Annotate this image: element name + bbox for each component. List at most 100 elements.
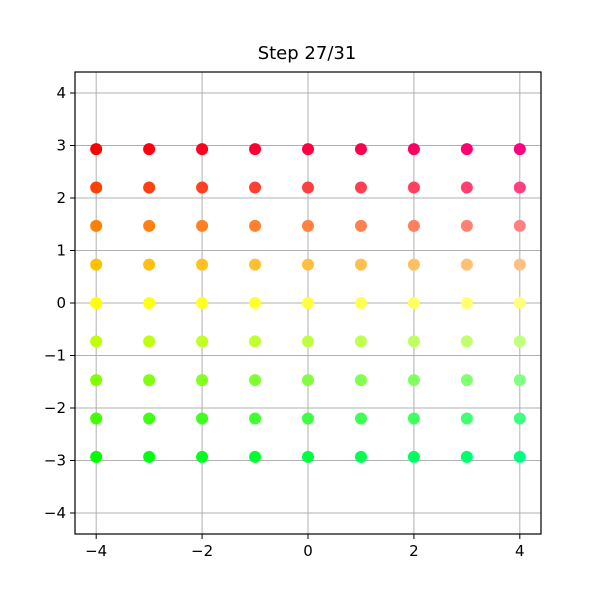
scatter-point (460, 412, 473, 425)
scatter-point (354, 374, 367, 387)
y-tick-label: 4 (56, 84, 66, 102)
scatter-point (196, 297, 209, 309)
scatter-point (302, 219, 314, 232)
scatter-point (460, 181, 473, 194)
scatter-point (513, 219, 526, 232)
scatter-point (196, 412, 209, 425)
scatter-point (302, 335, 314, 348)
scatter-point (460, 450, 473, 463)
scatter-point (460, 374, 473, 387)
scatter-point (196, 335, 209, 348)
scatter-point (407, 258, 420, 271)
scatter-point (354, 412, 367, 425)
scatter-point (249, 258, 262, 271)
scatter-point (302, 450, 314, 463)
scatter-point (460, 143, 473, 156)
scatter-point (90, 412, 103, 425)
y-tick-label: 0 (56, 294, 66, 312)
scatter-point (143, 412, 156, 425)
scatter-point (143, 450, 156, 463)
scatter-point (249, 297, 262, 309)
scatter-point (143, 181, 156, 194)
scatter-point (196, 219, 209, 232)
scatter-point (513, 374, 526, 387)
y-tick-label: 1 (56, 242, 66, 260)
scatter-point (249, 219, 262, 232)
scatter-point (407, 219, 420, 232)
scatter-point (513, 143, 526, 156)
scatter-point (302, 412, 314, 425)
scatter-point (354, 258, 367, 271)
scatter-point (407, 412, 420, 425)
scatter-point (460, 258, 473, 271)
scatter-point (460, 297, 473, 309)
scatter-point (249, 412, 262, 425)
scatter-point (460, 335, 473, 348)
x-tick-label: −4 (85, 542, 107, 560)
scatter-point (302, 374, 314, 387)
scatter-point (143, 143, 156, 156)
scatter-point (90, 297, 103, 309)
scatter-point (407, 181, 420, 194)
scatter-point (249, 374, 262, 387)
scatter-point (90, 450, 103, 463)
axis-ticks: −4 −2 0 2 4 −4 −3 −2 −1 0 1 2 3 4 (44, 84, 525, 560)
scatter-point (354, 219, 367, 232)
scatter-point (90, 335, 103, 348)
scatter-point (90, 374, 103, 387)
chart-title: Step 27/31 (258, 43, 357, 64)
scatter-point (302, 297, 314, 309)
y-tick-label: −4 (44, 504, 66, 522)
scatter-point (196, 143, 209, 156)
scatter-point (407, 297, 420, 309)
scatter-point (354, 450, 367, 463)
scatter-point (354, 297, 367, 309)
scatter-point (90, 143, 103, 156)
scatter-point (302, 258, 314, 271)
scatter-point (513, 450, 526, 463)
scatter-point (90, 219, 103, 232)
scatter-point (407, 450, 420, 463)
y-tick-label: −1 (44, 347, 66, 365)
scatter-point (143, 374, 156, 387)
scatter-point (196, 258, 209, 271)
scatter-point (407, 335, 420, 348)
x-tick-label: 4 (515, 542, 525, 560)
scatter-point (196, 374, 209, 387)
y-tick-label: 3 (56, 137, 66, 155)
scatter-point (249, 335, 262, 348)
scatter-point (90, 258, 103, 271)
scatter-point (143, 219, 156, 232)
scatter-point (249, 181, 262, 194)
scatter-point (354, 143, 367, 156)
scatter-point (302, 143, 314, 156)
scatter-point (513, 412, 526, 425)
data-points (90, 143, 526, 463)
scatter-point (513, 297, 526, 309)
x-tick-label: 0 (303, 542, 313, 560)
x-tick-label: 2 (409, 542, 419, 560)
y-tick-label: −3 (44, 452, 66, 470)
y-tick-label: 2 (56, 189, 66, 207)
scatter-point (460, 219, 473, 232)
scatter-point (143, 297, 156, 309)
scatter-point (407, 374, 420, 387)
scatter-point (513, 181, 526, 194)
scatter-point (196, 450, 209, 463)
scatter-point (249, 450, 262, 463)
scatter-point (354, 335, 367, 348)
y-tick-label: −2 (44, 399, 66, 417)
scatter-point (513, 335, 526, 348)
scatter-point (196, 181, 209, 194)
scatter-point (354, 181, 367, 194)
scatter-point (302, 181, 314, 194)
x-tick-label: −2 (191, 542, 213, 560)
scatter-point (90, 181, 103, 194)
scatter-point (143, 258, 156, 271)
scatter-point (513, 258, 526, 271)
scatter-point (407, 143, 420, 156)
scatter-point (249, 143, 262, 156)
scatter-point (143, 335, 156, 348)
